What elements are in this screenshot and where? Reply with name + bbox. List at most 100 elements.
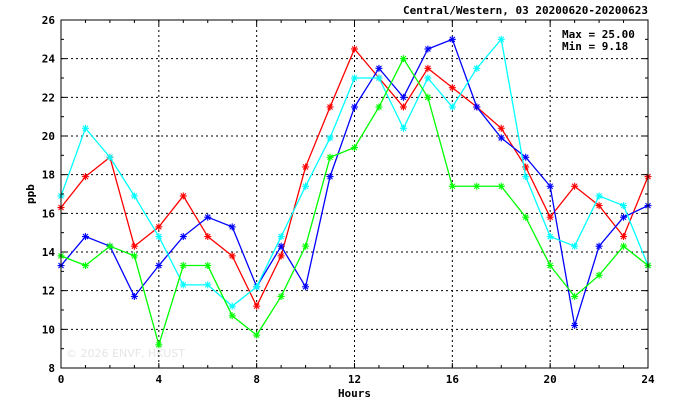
data-point — [546, 233, 554, 241]
data-point — [204, 281, 212, 289]
data-point — [179, 233, 187, 241]
data-point — [130, 242, 138, 250]
x-tick-label: 16 — [446, 373, 460, 386]
data-point — [302, 163, 310, 171]
data-point — [253, 331, 261, 339]
x-tick-label: 8 — [253, 373, 260, 386]
y-tick-label: 14 — [42, 246, 56, 259]
data-point — [351, 74, 358, 82]
x-tick-label: 24 — [641, 373, 655, 386]
data-point — [620, 202, 628, 210]
data-point — [351, 45, 358, 53]
data-point — [522, 173, 530, 181]
data-point — [302, 242, 310, 250]
data-point — [399, 124, 407, 132]
data-point — [302, 283, 310, 291]
y-tick-label: 26 — [42, 14, 56, 27]
data-point — [473, 182, 481, 190]
axis-ticks: 0 4 8 12 16 20 24 8 10 12 14 16 18 20 22 24 26 — [42, 14, 655, 386]
min-label: Min = 9.18 — [562, 40, 628, 53]
data-point — [473, 64, 481, 72]
x-tick-label: 20 — [544, 373, 557, 386]
data-point — [595, 192, 603, 200]
data-point — [81, 173, 89, 181]
y-tick-label: 12 — [42, 285, 55, 298]
data-point — [179, 192, 187, 200]
data-point — [302, 182, 310, 190]
data-point — [253, 302, 261, 310]
data-point — [155, 233, 163, 241]
data-point — [228, 252, 236, 260]
data-point — [497, 134, 505, 142]
series-line — [60, 47, 649, 308]
data-point — [326, 173, 334, 181]
data-point — [448, 84, 456, 92]
y-axis-title: ppb — [24, 184, 37, 204]
data-point — [448, 35, 456, 43]
data-point — [277, 252, 285, 260]
data-point — [228, 223, 236, 231]
data-point — [228, 312, 236, 320]
data-point — [473, 103, 481, 111]
data-point — [81, 233, 89, 241]
data-point — [179, 262, 187, 270]
series-line — [60, 38, 649, 326]
data-point — [326, 134, 334, 142]
data-point — [204, 233, 212, 241]
data-point — [546, 182, 554, 190]
y-tick-label: 18 — [42, 169, 55, 182]
data-point — [253, 283, 261, 291]
data-point — [277, 292, 285, 300]
data-point — [351, 144, 358, 152]
data-point — [326, 103, 334, 111]
data-point — [399, 103, 407, 111]
data-point — [130, 192, 138, 200]
max-label: Max = 25.00 — [562, 28, 635, 41]
data-point — [351, 103, 358, 111]
data-point — [595, 202, 603, 210]
data-point — [424, 93, 432, 101]
data-point — [522, 153, 530, 161]
data-point — [130, 252, 138, 260]
y-tick-label: 24 — [42, 53, 56, 66]
x-axis-title: Hours — [338, 387, 371, 400]
data-point — [277, 233, 285, 241]
y-tick-label: 8 — [48, 362, 55, 375]
data-point — [130, 292, 138, 300]
data-point — [595, 271, 603, 279]
x-tick-label: 12 — [348, 373, 361, 386]
data-point — [179, 281, 187, 289]
data-point — [497, 35, 505, 43]
data-point — [81, 124, 89, 132]
data-point — [571, 292, 579, 300]
data-point — [375, 74, 383, 82]
data-point — [155, 223, 163, 231]
x-tick-label: 0 — [58, 373, 65, 386]
data-point — [277, 242, 285, 250]
data-point — [399, 93, 407, 101]
watermark: © 2026 ENVF, HKUST — [66, 347, 185, 360]
data-point — [106, 153, 114, 161]
data-point — [546, 213, 554, 221]
y-tick-label: 16 — [42, 207, 56, 220]
data-point — [399, 55, 407, 63]
y-tick-label: 20 — [42, 130, 55, 143]
data-point — [424, 45, 432, 53]
data-point — [448, 182, 456, 190]
data-point — [522, 213, 530, 221]
data-point — [595, 242, 603, 250]
data-point — [546, 262, 554, 270]
y-tick-label: 10 — [42, 323, 55, 336]
data-point — [424, 64, 432, 72]
data-point — [81, 262, 89, 270]
series-4 — [57, 55, 652, 349]
data-point — [620, 233, 628, 241]
data-point — [106, 242, 114, 250]
data-point — [375, 103, 383, 111]
data-point — [620, 213, 628, 221]
series-lines — [57, 35, 652, 349]
data-point — [155, 262, 163, 270]
data-point — [571, 242, 579, 250]
chart-title: Central/Western, 03 20200620-20200623 — [403, 4, 648, 17]
